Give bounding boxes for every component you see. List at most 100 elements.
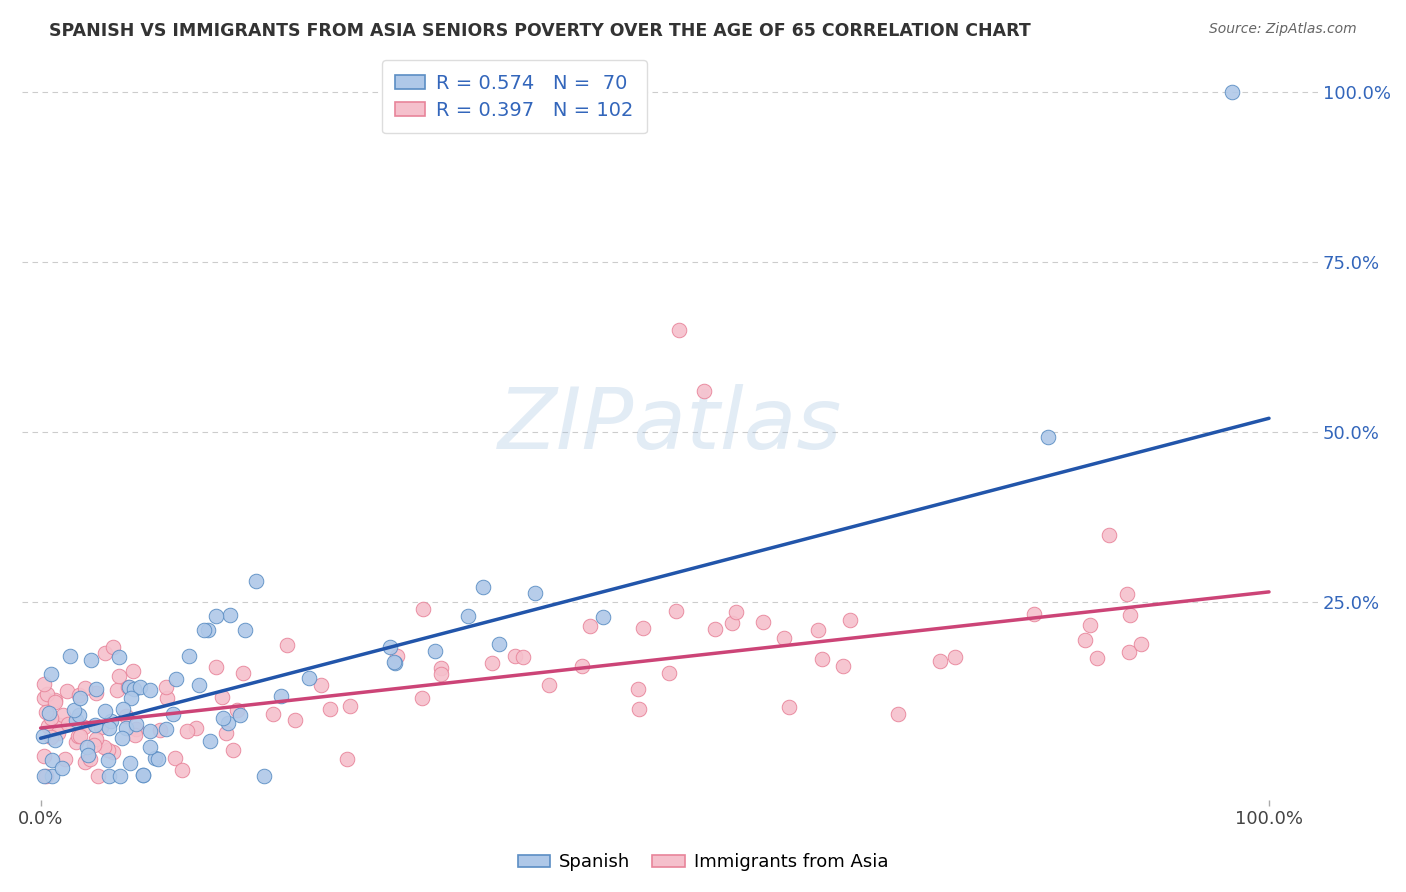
Point [481, 657, 503, 671]
Point [39, 730, 62, 744]
Point [87, 769, 110, 783]
Point [69, 690, 91, 705]
Point [67, 708, 90, 723]
Point [101, 640, 124, 654]
Point [108, 669, 131, 683]
Text: Source: ZipAtlas.com: Source: ZipAtlas.com [1209, 22, 1357, 37]
Point [578, 618, 600, 632]
Point [385, 648, 408, 663]
Point [84, 682, 107, 697]
Point [378, 640, 401, 654]
Point [225, 703, 247, 717]
Point [110, 731, 132, 745]
Point [512, 650, 534, 665]
Point [98, 721, 121, 735]
Point [34, 769, 56, 783]
Point [425, 644, 447, 658]
Point [84, 732, 107, 747]
Point [73, 720, 96, 734]
Point [32, 690, 55, 705]
Point [172, 763, 194, 777]
Point [184, 721, 207, 735]
Point [156, 691, 179, 706]
Point [117, 680, 139, 694]
Point [205, 660, 228, 674]
Point [67, 729, 90, 743]
Point [114, 721, 136, 735]
Point [832, 659, 855, 673]
Point [79, 752, 101, 766]
Point [665, 604, 688, 618]
Point [339, 698, 361, 713]
Point [75, 681, 97, 695]
Point [44, 733, 66, 747]
Point [336, 752, 359, 766]
Point [176, 723, 198, 738]
Point [668, 323, 690, 337]
Point [198, 734, 221, 748]
Point [471, 580, 494, 594]
Point [298, 671, 321, 685]
Point [457, 609, 479, 624]
Point [108, 769, 131, 783]
Point [76, 740, 98, 755]
Point [778, 699, 800, 714]
Point [411, 690, 433, 705]
Point [807, 623, 830, 637]
Point [129, 680, 152, 694]
Point [245, 574, 267, 589]
Point [382, 656, 405, 670]
Point [93, 739, 115, 754]
Point [193, 623, 215, 637]
Point [93, 646, 115, 660]
Point [232, 665, 254, 680]
Point [886, 706, 908, 721]
Point [44, 693, 66, 707]
Point [262, 706, 284, 721]
Point [187, 678, 209, 692]
Point [1036, 430, 1059, 444]
Point [752, 615, 775, 629]
Point [219, 607, 242, 622]
Point [69, 729, 91, 743]
Point [37, 687, 59, 701]
Point [139, 740, 162, 755]
Point [34, 677, 56, 691]
Point [523, 586, 546, 600]
Point [503, 648, 526, 663]
Point [35, 706, 58, 720]
Point [229, 708, 252, 723]
Point [125, 716, 148, 731]
Point [56, 717, 79, 731]
Point [56, 683, 79, 698]
Point [51, 761, 73, 775]
Point [538, 678, 561, 692]
Point [101, 745, 124, 759]
Point [1116, 586, 1139, 600]
Point [108, 649, 131, 664]
Point [211, 711, 233, 725]
Point [84, 686, 107, 700]
Point [211, 690, 233, 704]
Point [253, 769, 276, 783]
Point [720, 615, 742, 630]
Point [215, 726, 238, 740]
Point [217, 716, 239, 731]
Point [1078, 617, 1101, 632]
Point [811, 652, 834, 666]
Point [75, 756, 97, 770]
Point [46, 726, 69, 740]
Point [122, 664, 145, 678]
Point [773, 631, 796, 645]
Point [1130, 637, 1153, 651]
Point [309, 677, 332, 691]
Point [63, 703, 86, 717]
Point [100, 714, 122, 729]
Point [205, 609, 228, 624]
Point [233, 623, 256, 637]
Text: SPANISH VS IMMIGRANTS FROM ASIA SENIORS POVERTY OVER THE AGE OF 65 CORRELATION C: SPANISH VS IMMIGRANTS FROM ASIA SENIORS … [49, 22, 1031, 40]
Point [118, 756, 141, 770]
Point [59, 648, 82, 663]
Point [1098, 528, 1121, 542]
Point [488, 637, 510, 651]
